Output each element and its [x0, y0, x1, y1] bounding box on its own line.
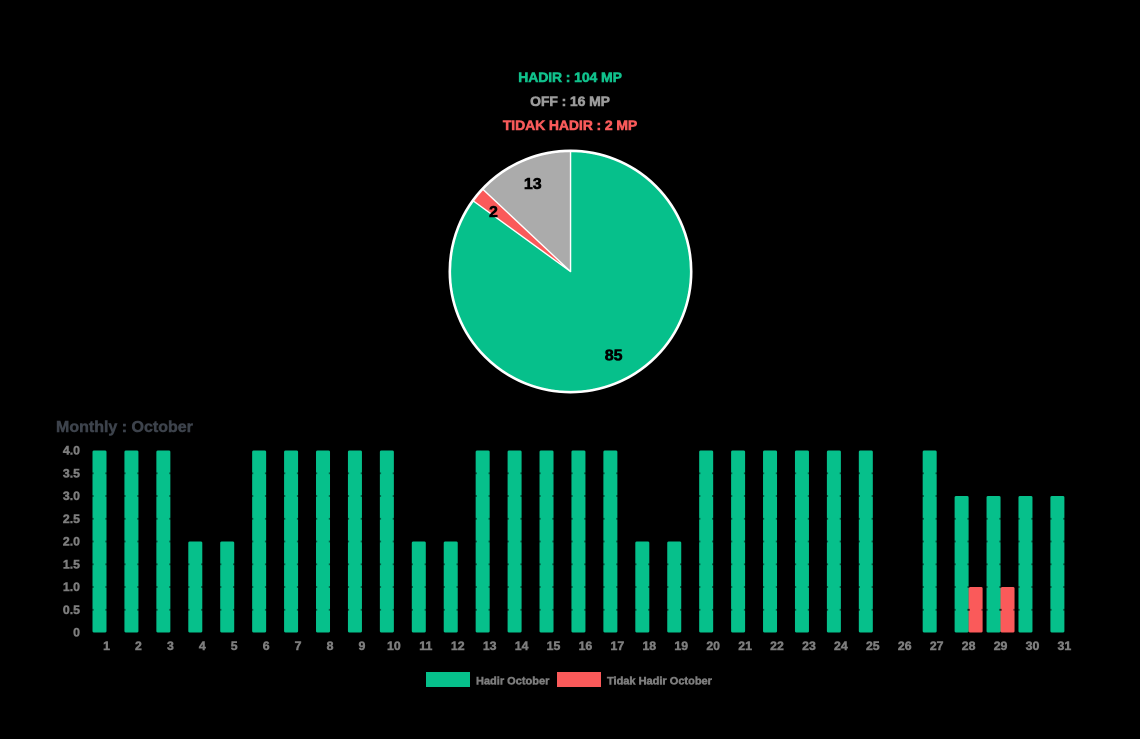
- svg-text:3.5: 3.5: [63, 466, 80, 480]
- svg-text:1.0: 1.0: [63, 580, 80, 594]
- svg-text:1: 1: [103, 639, 110, 653]
- svg-text:16: 16: [579, 639, 593, 653]
- svg-text:15: 15: [547, 639, 561, 653]
- svg-text:3.0: 3.0: [63, 489, 80, 503]
- svg-text:Monthly : October: Monthly : October: [56, 419, 193, 436]
- svg-text:2: 2: [489, 204, 498, 221]
- svg-text:31: 31: [1058, 639, 1072, 653]
- svg-text:2: 2: [135, 639, 142, 653]
- svg-text:9: 9: [359, 639, 366, 653]
- svg-text:13: 13: [524, 176, 542, 193]
- svg-text:24: 24: [834, 639, 848, 653]
- svg-text:18: 18: [642, 639, 656, 653]
- svg-text:85: 85: [605, 348, 623, 365]
- svg-text:0.5: 0.5: [63, 603, 80, 617]
- svg-text:10: 10: [387, 639, 401, 653]
- svg-text:23: 23: [802, 639, 816, 653]
- svg-text:21: 21: [738, 639, 752, 653]
- svg-text:27: 27: [930, 639, 944, 653]
- svg-text:25: 25: [866, 639, 880, 653]
- svg-text:4: 4: [199, 639, 206, 653]
- svg-text:17: 17: [611, 639, 625, 653]
- svg-text:20: 20: [706, 639, 720, 653]
- svg-text:Tidak Hadir October: Tidak Hadir October: [607, 676, 713, 688]
- svg-text:11: 11: [419, 639, 432, 653]
- svg-text:7: 7: [295, 639, 302, 653]
- svg-text:2.0: 2.0: [63, 535, 80, 549]
- svg-text:6: 6: [263, 639, 270, 653]
- svg-text:4.0: 4.0: [63, 444, 80, 458]
- svg-text:29: 29: [994, 639, 1008, 653]
- svg-text:Hadir October: Hadir October: [476, 676, 550, 688]
- svg-text:26: 26: [898, 639, 912, 653]
- svg-text:3: 3: [167, 639, 174, 653]
- svg-text:13: 13: [483, 639, 497, 653]
- svg-text:30: 30: [1026, 639, 1040, 653]
- svg-text:1.5: 1.5: [63, 557, 80, 571]
- svg-text:28: 28: [962, 639, 976, 653]
- svg-text:5: 5: [231, 639, 238, 653]
- svg-text:19: 19: [674, 639, 688, 653]
- svg-text:2.5: 2.5: [63, 512, 80, 526]
- svg-text:14: 14: [515, 639, 529, 653]
- svg-text:0: 0: [73, 626, 80, 640]
- svg-text:8: 8: [327, 639, 334, 653]
- svg-text:22: 22: [770, 639, 784, 653]
- svg-text:12: 12: [451, 639, 465, 653]
